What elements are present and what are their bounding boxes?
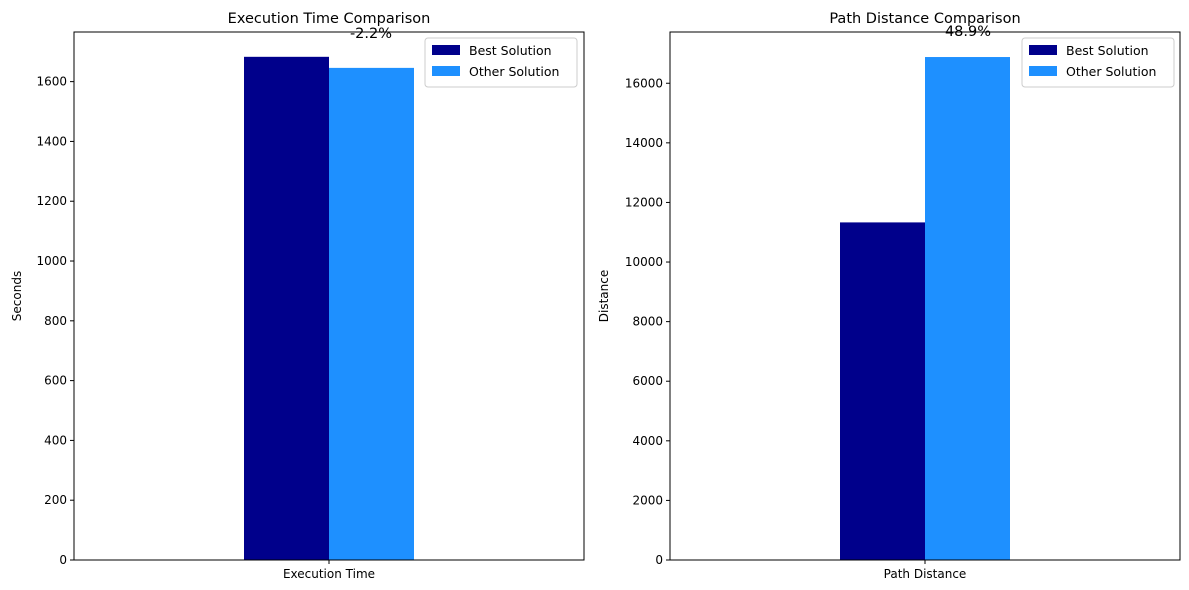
legend-swatch-best — [1029, 45, 1057, 55]
y-tick-label: 10000 — [625, 255, 663, 269]
percent-change-annotation: -2.2% — [350, 26, 392, 42]
legend: Best Solution Other Solution — [1021, 37, 1175, 88]
execution-time-chart: Execution Time Comparison 0 200 400 600 800 1… — [10, 11, 585, 581]
plot-area: 0 200 400 600 800 1000 1200 1400 1600 — [36, 31, 585, 567]
y-tick-label: 16000 — [625, 76, 663, 90]
y-tick-label: 400 — [44, 433, 67, 447]
y-axis-label: Distance — [597, 270, 611, 322]
legend-label-best: Best Solution — [469, 43, 552, 58]
y-tick-label: 0 — [59, 553, 67, 567]
y-tick-label: 4000 — [632, 434, 663, 448]
y-tick-label: 1400 — [36, 134, 67, 148]
y-tick-label: 6000 — [632, 374, 663, 388]
legend-swatch-other — [432, 66, 460, 76]
y-tick-label: 8000 — [632, 315, 663, 329]
legend-swatch-best — [432, 45, 460, 55]
legend-box — [1021, 37, 1175, 88]
axes-frame — [73, 31, 585, 561]
legend: Best Solution Other Solution — [424, 37, 578, 88]
y-tick-label: 12000 — [625, 195, 663, 209]
bar-other — [329, 67, 414, 561]
plot-area: 0 2000 4000 6000 8000 10000 12000 14000 16000 — [625, 31, 1181, 567]
bar-other — [925, 57, 1010, 560]
legend-label-best: Best Solution — [1066, 43, 1149, 58]
chart-title: Path Distance Comparison — [829, 11, 1020, 27]
y-tick-label: 200 — [44, 493, 67, 507]
bar-best — [244, 56, 329, 561]
legend-label-other: Other Solution — [469, 64, 559, 79]
legend-swatch-other — [1029, 66, 1057, 76]
y-tick-label: 14000 — [625, 136, 663, 150]
y-tick-label: 800 — [44, 314, 67, 328]
legend-label-other: Other Solution — [1066, 64, 1156, 79]
axes-frame — [669, 31, 1181, 561]
legend-box — [424, 37, 578, 88]
y-tick-label: 600 — [44, 374, 67, 388]
y-tick-label: 1600 — [36, 75, 67, 89]
chart-title: Execution Time Comparison — [228, 11, 431, 27]
x-tick-label: Execution Time — [283, 567, 375, 581]
y-tick-label: 0 — [655, 553, 663, 567]
percent-change-annotation: 48.9% — [945, 24, 991, 40]
y-tick-label: 1200 — [36, 194, 67, 208]
x-tick-label: Path Distance — [884, 567, 967, 581]
y-tick-label: 2000 — [632, 493, 663, 507]
path-distance-chart: Path Distance Comparison 0 2000 4000 6000 80… — [597, 11, 1181, 581]
bar-best — [840, 222, 925, 561]
y-tick-label: 1000 — [36, 254, 67, 268]
y-axis-label: Seconds — [10, 271, 24, 321]
